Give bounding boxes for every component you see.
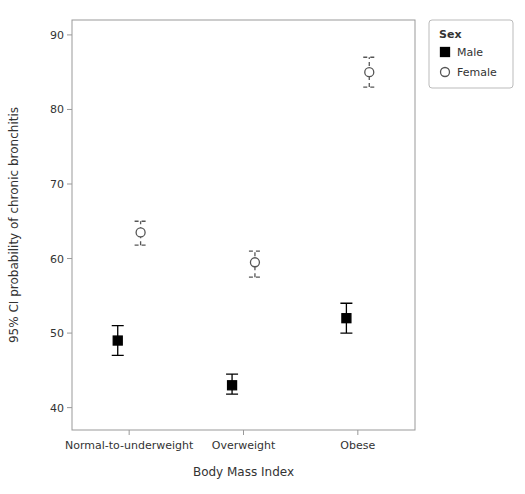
point (342, 314, 351, 323)
x-tick-label: Obese (340, 439, 375, 452)
y-tick (67, 34, 72, 35)
x-tick (357, 430, 358, 435)
point (136, 228, 145, 237)
x-tick-label: Overweight (212, 439, 276, 452)
x-tick (129, 430, 130, 435)
legend-symbol (441, 68, 450, 77)
error-bar (112, 326, 124, 356)
y-tick (67, 258, 72, 259)
y-tick (67, 109, 72, 110)
chart-container: 40 50 60 70 80 90 Normal-to-underweight Overwei… (0, 0, 525, 494)
y-tick-label: 40 (50, 402, 64, 415)
legend-box (429, 20, 513, 88)
error-bar (340, 303, 352, 333)
point (250, 258, 259, 267)
x-axis-label: Body Mass Index (193, 465, 294, 479)
marks (112, 57, 376, 394)
legend-title: Sex (439, 28, 461, 41)
x-tick (243, 430, 244, 435)
legend-symbol (441, 48, 450, 57)
error-bar (363, 57, 375, 87)
series-1 (135, 57, 376, 277)
y-tick-label: 90 (50, 29, 64, 42)
legend: Sex Male Female (429, 20, 513, 88)
y-tick-label: 70 (50, 178, 64, 191)
point (365, 68, 374, 77)
legend-label: Male (457, 46, 483, 59)
y-tick-label: 50 (50, 327, 64, 340)
point (228, 381, 237, 390)
error-bar (226, 374, 238, 394)
chart-svg: 40 50 60 70 80 90 Normal-to-underweight Overwei… (0, 0, 525, 494)
error-bar (249, 251, 261, 277)
y-tick (67, 184, 72, 185)
point (113, 336, 122, 345)
y-tick (67, 407, 72, 408)
error-bar (135, 221, 147, 245)
y-tick-label: 60 (50, 253, 64, 266)
legend-label: Female (457, 66, 497, 79)
plot-frame (72, 20, 415, 430)
y-axis-label: 95% CI probability of chronic bronchitis (7, 107, 21, 343)
y-tick-label: 80 (50, 103, 64, 116)
x-tick-label: Normal-to-underweight (65, 439, 194, 452)
y-tick (67, 333, 72, 334)
series-0 (112, 303, 353, 394)
